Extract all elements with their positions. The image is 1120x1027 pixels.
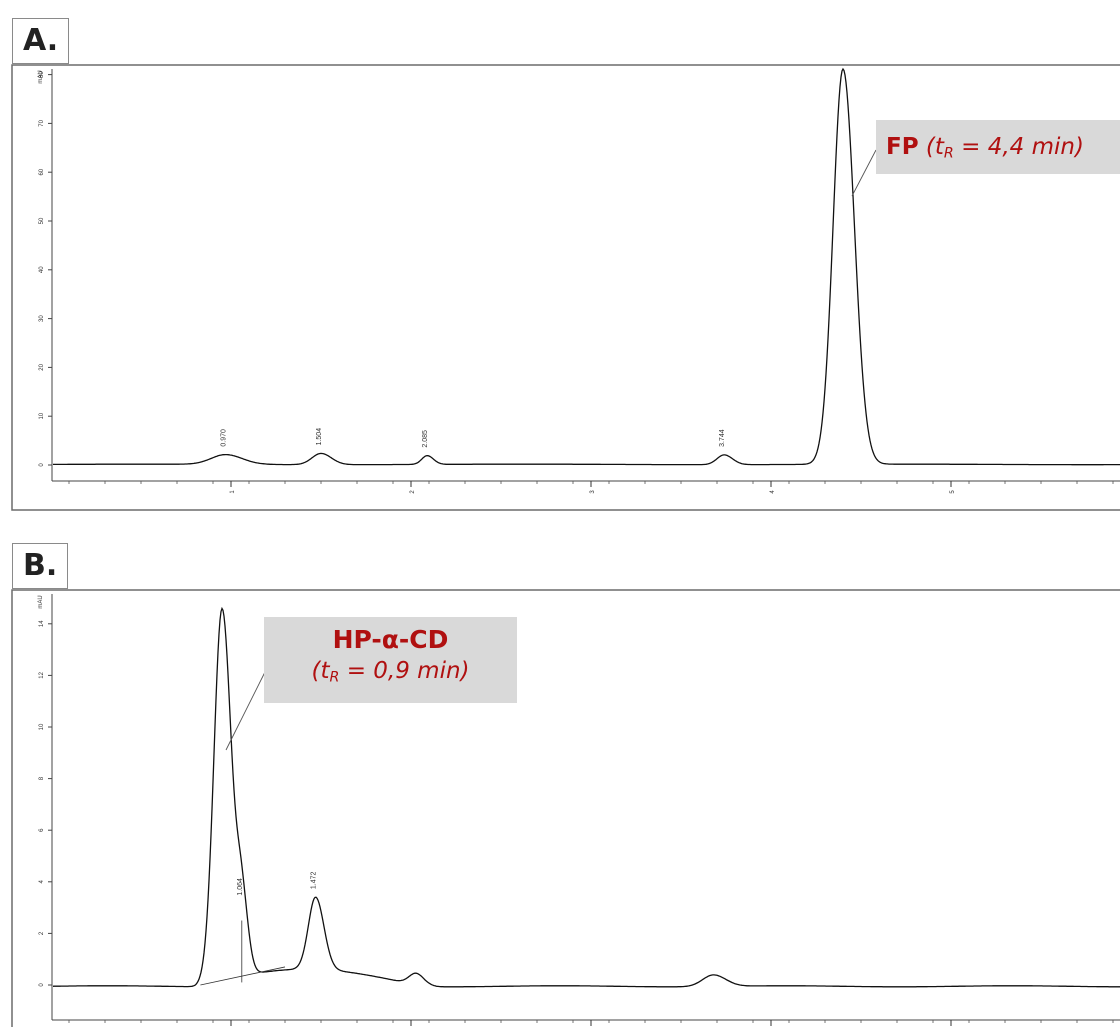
y-tick-label: 10 xyxy=(39,412,45,419)
y-tick-label: 50 xyxy=(39,217,45,224)
y-tick-label: 30 xyxy=(39,315,45,322)
y-tick-label: 40 xyxy=(39,266,45,273)
fp-callout-name: FP xyxy=(886,134,919,160)
y-tick-label: 0 xyxy=(39,983,45,987)
y-tick-label: 70 xyxy=(39,119,45,126)
hpacd-callout-name: HP-α-CD xyxy=(332,625,449,654)
fp-callout-retention: (tR = 4,4 min) xyxy=(925,134,1084,162)
panel-b-label: B. xyxy=(12,543,69,589)
peak-rt-label: 1.472 xyxy=(311,872,318,890)
x-tick-label: 5 xyxy=(950,490,956,494)
chromatogram-trace xyxy=(53,67,1120,466)
peak-rt-label: 1.064 xyxy=(237,878,244,896)
y-tick-label: 60 xyxy=(39,168,45,175)
chromatogram-trace xyxy=(52,606,1120,988)
callout-pointer xyxy=(225,669,267,751)
peak-rt-label: 2.085 xyxy=(422,430,429,448)
x-tick-label: 3 xyxy=(590,490,596,494)
x-tick-label: 4 xyxy=(770,490,776,494)
y-axis-unit: mAU xyxy=(38,595,44,608)
peak-rt-label: 3.744 xyxy=(719,429,726,447)
y-tick-label: 6 xyxy=(39,828,45,832)
x-tick-label: 2 xyxy=(410,490,416,494)
peak-rt-label: 0.970 xyxy=(221,429,228,447)
callout-pointer xyxy=(851,149,877,197)
y-tick-label: 20 xyxy=(39,363,45,370)
y-tick-label: 10 xyxy=(39,723,45,730)
y-tick-label: 12 xyxy=(39,671,45,678)
y-tick-label: 80 xyxy=(39,71,45,78)
peak-rt-label: 1.504 xyxy=(316,428,323,446)
fp-callout: FP (tR = 4,4 min) xyxy=(876,120,1120,174)
y-tick-label: 0 xyxy=(39,463,45,467)
plot-frame xyxy=(11,589,1120,1027)
y-tick-label: 4 xyxy=(39,879,45,883)
panel-a-label: A. xyxy=(12,18,70,64)
y-tick-label: 14 xyxy=(39,620,45,627)
integration-baseline xyxy=(200,966,286,986)
hpacd-callout: HP-α-CD (tR = 0,9 min) xyxy=(264,617,517,703)
y-tick-label: 2 xyxy=(39,931,45,935)
x-tick-label: 1 xyxy=(230,490,236,494)
y-axis-unit: mAU xyxy=(38,70,44,83)
y-tick-label: 8 xyxy=(39,776,45,780)
hpacd-callout-retention: (tR = 0,9 min) xyxy=(311,658,470,686)
